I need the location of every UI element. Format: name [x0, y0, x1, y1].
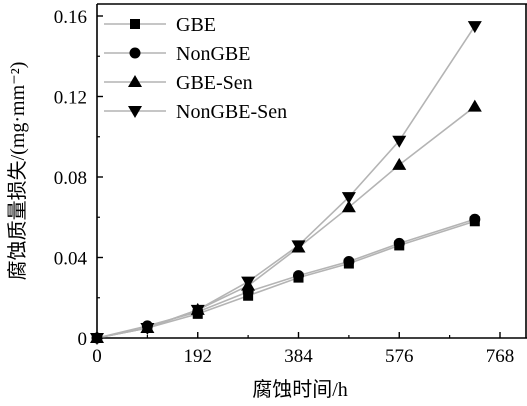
data-point: [469, 213, 481, 225]
y-tick-label: 0.08: [54, 168, 87, 189]
legend-label: GBE: [176, 14, 216, 36]
data-point: [392, 135, 407, 148]
data-point: [392, 157, 407, 170]
data-point: [293, 270, 304, 282]
data-point: [140, 322, 155, 335]
axis-ticks: 0 192 384 576 768 0 0.04 0.08 0.12 0.16: [54, 7, 515, 367]
legend-marker: [129, 47, 141, 59]
data-point: [291, 240, 306, 253]
series-line: [96, 218, 476, 339]
data-point: [241, 276, 256, 289]
data-point: [90, 333, 104, 345]
data-point: [343, 256, 355, 268]
y-tick-label: 0.12: [54, 88, 87, 109]
data-point: [467, 99, 482, 112]
series-line: [96, 25, 476, 339]
x-axis-label: 腐蚀时间/h: [252, 378, 348, 401]
legend-marker: [130, 19, 140, 29]
x-tick-label: 768: [486, 346, 515, 367]
data-point: [393, 237, 405, 249]
data-point: [341, 192, 356, 205]
legend: GBE NonGBE GBE-Sen NonGBE-Sen: [104, 14, 287, 123]
y-tick-label: 0: [78, 329, 88, 350]
y-tick-label: 0.16: [54, 7, 87, 28]
data-point: [467, 21, 482, 34]
data-markers: [90, 21, 482, 345]
legend-marker: [128, 106, 142, 118]
series-lines: [96, 25, 476, 339]
legend-label: NonGBE-Sen: [176, 101, 287, 123]
legend-marker: [128, 75, 142, 87]
data-point: [341, 200, 356, 213]
legend-label: GBE-Sen: [176, 72, 253, 94]
x-tick-label: 576: [385, 346, 414, 367]
series-line: [96, 105, 476, 339]
x-tick-label: 0: [92, 346, 102, 367]
plot-frame: [96, 3, 527, 339]
legend-label: NonGBE: [176, 43, 250, 65]
y-axis-label: 腐蚀质量损失/(mg·mm⁻²): [6, 62, 29, 281]
y-tick-label: 0.04: [54, 249, 88, 270]
data-point: [190, 304, 205, 317]
x-tick-label: 192: [184, 346, 213, 367]
x-tick-label: 384: [284, 346, 313, 367]
